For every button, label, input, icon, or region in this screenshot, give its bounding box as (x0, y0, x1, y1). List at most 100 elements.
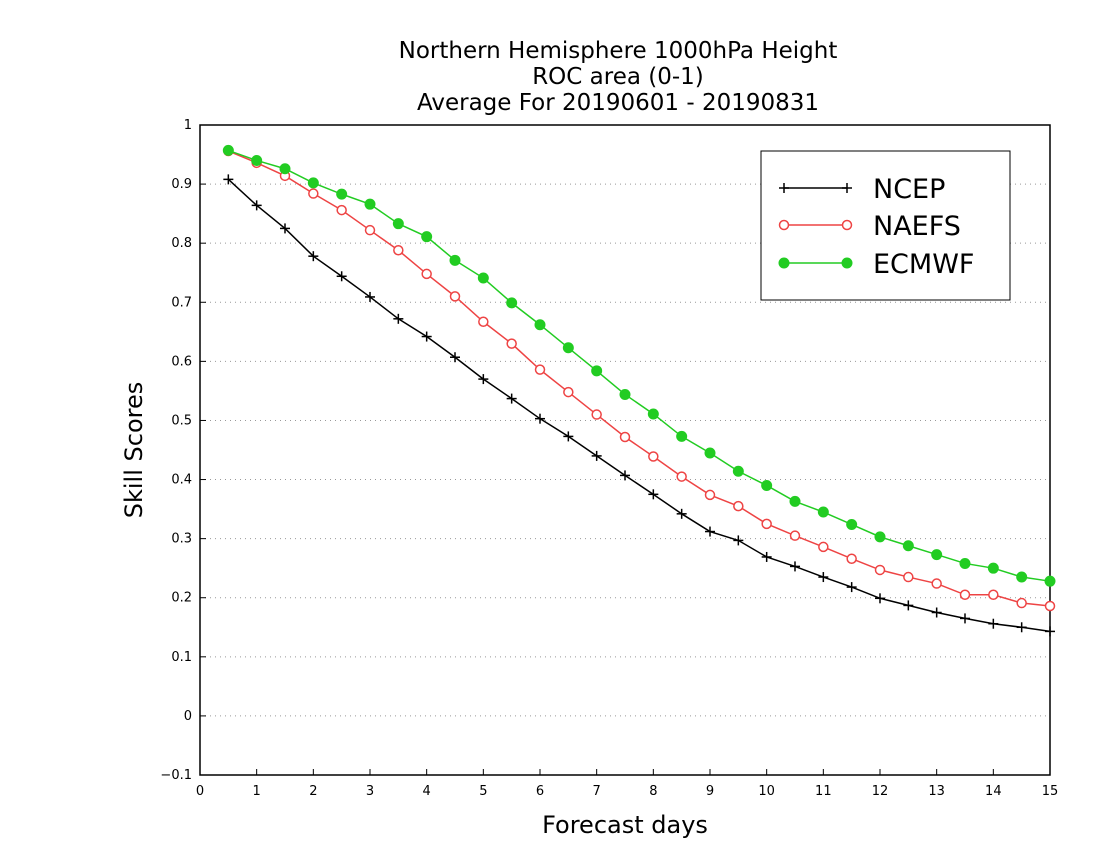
data-point-ncep (903, 600, 914, 611)
data-point-ecmwf (392, 218, 404, 230)
data-point-naefs (364, 224, 376, 236)
y-tick-label: 0.6 (171, 354, 192, 369)
data-point-naefs (563, 386, 574, 398)
data-point-ecmwf (931, 549, 943, 561)
data-point-naefs (421, 268, 432, 280)
data-point-ecmwf (789, 495, 801, 507)
legend-marker-ncep (779, 183, 789, 193)
legend-marker-ecmwf (841, 257, 853, 269)
title-line-2: ROC area (0-1) (532, 64, 704, 90)
y-tick-label: 0 (184, 709, 192, 724)
y-tick-label: 0.9 (171, 177, 192, 192)
data-point-ecmwf (506, 297, 518, 309)
data-point-ncep (960, 613, 970, 624)
data-point-ncep (450, 352, 460, 363)
x-tick-label: 4 (423, 784, 431, 799)
x-tick-label: 5 (479, 784, 487, 799)
data-point-ncep (251, 200, 262, 211)
data-point-ncep (676, 508, 687, 519)
data-point-naefs (704, 489, 716, 501)
data-point-ncep (506, 393, 517, 404)
data-point-ecmwf (987, 562, 999, 574)
x-tick-label: 1 (253, 784, 261, 799)
data-point-ncep (875, 593, 885, 604)
data-point-naefs (988, 589, 999, 601)
data-point-ecmwf (421, 231, 433, 243)
data-point-naefs (733, 500, 744, 512)
data-point-ecmwf (704, 447, 716, 459)
data-point-ecmwf (676, 430, 688, 442)
x-tick-label: 11 (815, 784, 832, 799)
data-point-ecmwf (251, 154, 263, 166)
y-tick-label: 0.7 (171, 295, 192, 310)
data-point-ecmwf (1044, 575, 1056, 587)
y-tick-label: 1 (184, 118, 192, 133)
data-point-naefs (903, 571, 914, 583)
data-point-ncep (761, 551, 772, 562)
data-point-naefs (874, 564, 886, 576)
y-tick-label: −0.1 (160, 768, 192, 783)
x-tick-label: 8 (649, 784, 657, 799)
data-point-ncep (846, 582, 857, 593)
data-point-ecmwf (336, 188, 348, 200)
data-point-naefs (506, 338, 517, 349)
x-tick-label: 3 (366, 784, 374, 799)
legend-marker-naefs (778, 219, 790, 231)
x-tick-label: 9 (706, 784, 714, 799)
data-point-naefs (478, 316, 489, 328)
legend-marker-ecmwf (778, 257, 790, 269)
data-point-naefs (789, 530, 801, 541)
data-point-ecmwf (619, 388, 631, 400)
data-point-ecmwf (562, 342, 574, 354)
data-point-ncep (648, 489, 659, 500)
data-point-naefs (449, 291, 461, 302)
data-point-ecmwf (846, 518, 858, 530)
legend-marker-naefs (841, 219, 853, 231)
data-point-naefs (846, 553, 857, 564)
data-point-ecmwf (279, 163, 291, 175)
x-tick-label: 6 (536, 784, 544, 799)
data-point-ecmwf (591, 365, 603, 377)
data-point-ecmwf (761, 479, 773, 491)
data-point-ncep (1045, 626, 1055, 637)
y-tick-label: 0.8 (171, 236, 192, 251)
data-point-ncep (478, 374, 489, 385)
data-point-ecmwf (817, 506, 829, 518)
data-series (222, 144, 1056, 637)
data-point-ncep (563, 431, 574, 442)
y-tick-label: 0.3 (171, 532, 192, 547)
data-point-ncep (620, 470, 630, 481)
data-point-ecmwf (534, 319, 546, 331)
x-tick-label: 12 (872, 784, 889, 799)
x-tick-label: 10 (758, 784, 775, 799)
data-point-ncep (988, 618, 999, 629)
data-point-ecmwf (477, 272, 489, 284)
y-tick-label: 0.5 (171, 413, 192, 428)
data-point-ecmwf (959, 557, 971, 569)
title-line-3: Average For 20190601 - 20190831 (417, 90, 819, 116)
data-point-ecmwf (874, 531, 886, 543)
data-point-naefs (648, 451, 659, 462)
data-point-ncep (535, 413, 545, 424)
y-tick-label: 0.4 (171, 473, 192, 488)
data-point-naefs (336, 204, 347, 216)
data-point-ncep (818, 572, 829, 583)
data-point-naefs (619, 431, 631, 443)
x-tick-label: 0 (196, 784, 204, 799)
y-tick-label: 0.2 (171, 591, 192, 606)
series-ncep (223, 174, 1055, 637)
series-ecmwf (222, 144, 1056, 587)
x-tick-label: 2 (309, 784, 317, 799)
data-point-ecmwf (647, 408, 659, 420)
data-point-ecmwf (222, 144, 234, 156)
legend-label-ncep: NCEP (873, 174, 945, 205)
legend-label-naefs: NAEFS (873, 211, 961, 242)
data-point-naefs (931, 578, 942, 589)
data-point-ecmwf (449, 254, 461, 266)
x-tick-label: 7 (593, 784, 601, 799)
legend-marker-ncep (842, 183, 852, 193)
y-axis-label: Skill Scores (120, 382, 148, 519)
x-tick-label: 13 (928, 784, 945, 799)
legend-label-ecmwf: ECMWF (873, 249, 974, 280)
data-point-ncep (280, 223, 290, 234)
